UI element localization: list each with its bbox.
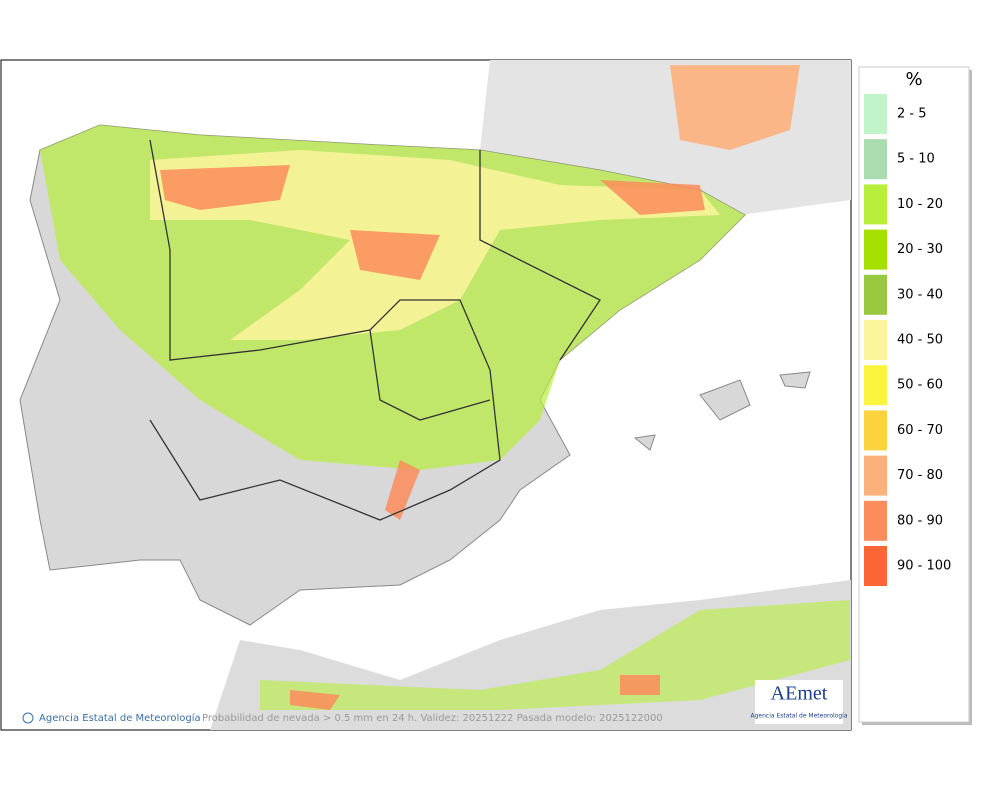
border bbox=[149, 139, 601, 521]
legend-swatch bbox=[864, 94, 887, 134]
legend-swatch bbox=[864, 546, 887, 586]
legend-swatch bbox=[864, 184, 887, 225]
legend-title: % bbox=[905, 69, 922, 90]
legend-swatch bbox=[864, 320, 887, 360]
land bbox=[633, 371, 811, 451]
copyright-icon bbox=[22, 712, 34, 724]
legend-swatch bbox=[864, 455, 887, 496]
legend-label: 60 - 70 bbox=[897, 423, 943, 438]
legend-swatch bbox=[864, 139, 887, 180]
legend-swatch bbox=[864, 274, 887, 315]
legend-label: 2 - 5 bbox=[897, 107, 927, 122]
legend-label: 20 - 30 bbox=[897, 242, 943, 257]
map: Agencia Estatal de Meteorología Probabil… bbox=[0, 59, 852, 731]
legend-label: 5 - 10 bbox=[897, 152, 935, 167]
legend-swatch bbox=[864, 365, 887, 406]
logo: AEmet bbox=[771, 683, 828, 705]
snow-area bbox=[260, 600, 850, 710]
caption: Probabilidad de nevada > 0.5 mm en 24 h.… bbox=[202, 713, 663, 724]
legend-label: 90 - 100 bbox=[897, 559, 951, 574]
snow-area bbox=[290, 675, 660, 710]
credit: Agencia Estatal de Meteorología bbox=[39, 712, 201, 724]
legend-label: 80 - 90 bbox=[897, 513, 943, 528]
legend: % 2 - 5 5 - 10 10 - 20 20 - 30 30 - 40 40 - 5… bbox=[858, 66, 972, 725]
legend-label: 30 - 40 bbox=[897, 287, 943, 302]
legend-label: 50 - 60 bbox=[897, 378, 943, 393]
logo-subtitle: Agencia Estatal de Meteorología bbox=[751, 713, 848, 720]
legend-label: 70 - 80 bbox=[897, 468, 943, 483]
legend-label: 10 - 20 bbox=[897, 197, 943, 212]
legend-swatch bbox=[864, 500, 887, 541]
legend-label: 40 - 50 bbox=[897, 333, 943, 348]
legend-swatch bbox=[864, 229, 887, 270]
snow-area bbox=[670, 65, 800, 150]
snow-area bbox=[160, 165, 705, 520]
legend-swatch bbox=[864, 410, 887, 451]
logo-box bbox=[755, 680, 843, 724]
